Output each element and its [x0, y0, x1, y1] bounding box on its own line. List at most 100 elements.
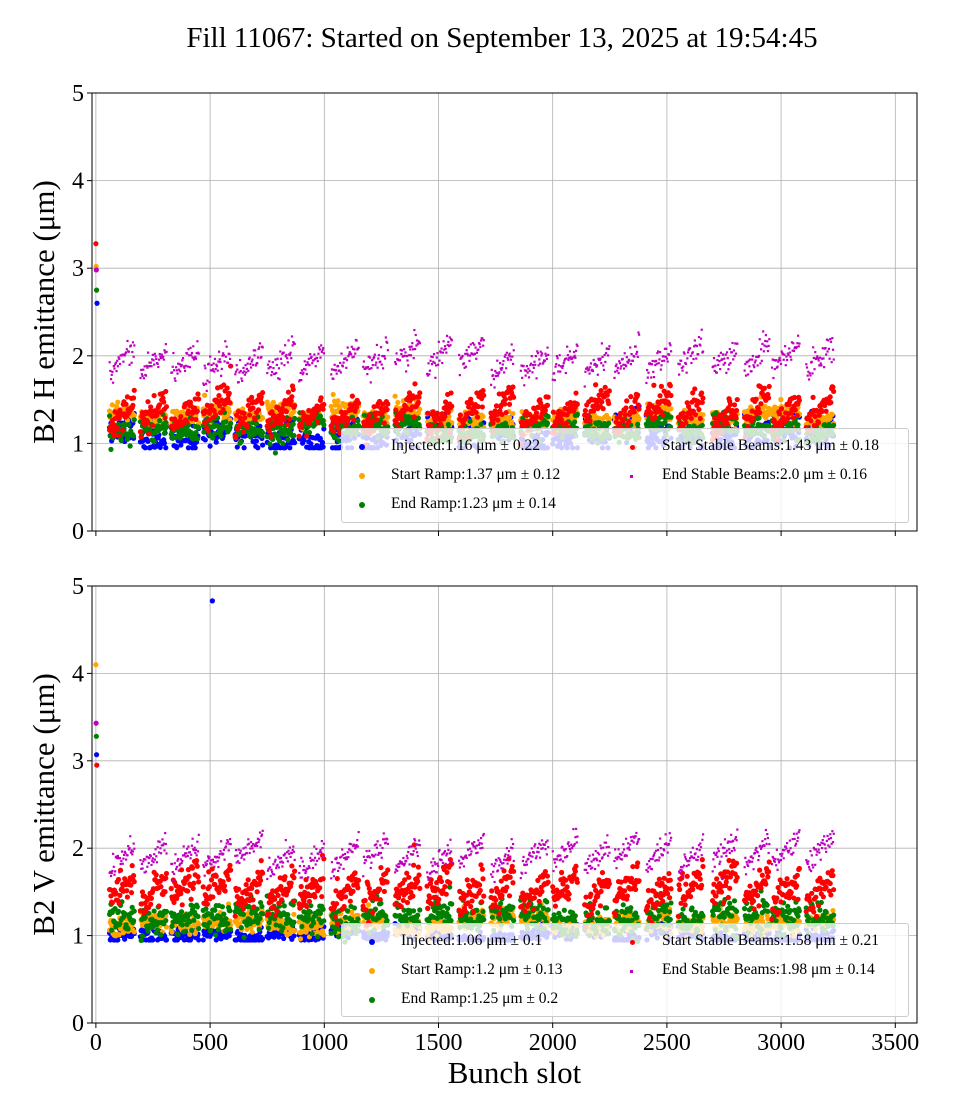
data-point	[719, 368, 722, 371]
data-point	[226, 390, 232, 396]
data-point	[635, 421, 641, 427]
outlier-point	[93, 267, 99, 273]
x-tick-label: 1500	[414, 1030, 462, 1056]
data-point	[427, 362, 430, 365]
data-point	[442, 340, 445, 343]
data-point	[490, 368, 493, 371]
data-point	[540, 354, 543, 357]
data-point	[366, 373, 369, 376]
data-point	[749, 358, 752, 361]
data-point	[719, 351, 722, 354]
data-point	[684, 362, 688, 365]
data-point	[604, 360, 607, 364]
data-point	[434, 410, 440, 416]
data-point	[334, 369, 338, 372]
data-point	[131, 412, 137, 418]
data-point	[635, 352, 638, 355]
y-axis-label: B2 H emittance (μm)	[26, 180, 61, 444]
data-point	[566, 354, 569, 357]
data-point	[615, 363, 618, 366]
data-point	[697, 415, 703, 422]
data-point	[331, 429, 337, 435]
data-point	[214, 367, 217, 371]
data-point	[628, 394, 634, 400]
data-point	[202, 383, 206, 387]
data-point	[652, 376, 656, 379]
data-point	[240, 406, 246, 412]
data-point	[307, 357, 310, 360]
data-point	[350, 345, 353, 348]
data-point	[821, 347, 824, 350]
data-point	[816, 355, 819, 358]
data-point	[766, 383, 772, 390]
data-point	[751, 354, 754, 358]
data-point	[108, 361, 111, 364]
data-point	[819, 362, 822, 365]
data-point	[253, 354, 256, 357]
data-point	[744, 374, 748, 377]
data-point	[368, 356, 372, 359]
data-point	[190, 354, 193, 357]
data-point	[830, 361, 833, 364]
data-point	[204, 382, 208, 385]
data-point	[417, 390, 423, 396]
data-point	[309, 353, 312, 356]
data-point	[538, 362, 542, 365]
data-point	[623, 405, 629, 411]
data-point	[604, 352, 608, 355]
data-point	[433, 361, 436, 365]
data-point	[668, 406, 674, 412]
data-point	[208, 381, 211, 384]
data-point	[162, 355, 165, 358]
data-point	[410, 345, 413, 348]
y-tick-label: 5	[72, 81, 84, 107]
data-point	[414, 333, 417, 337]
data-point	[304, 368, 307, 371]
data-point	[244, 364, 247, 367]
data-point	[510, 343, 513, 346]
data-point	[700, 395, 706, 401]
data-point	[220, 406, 226, 413]
data-point	[466, 354, 470, 357]
data-point	[692, 357, 695, 361]
data-point	[226, 427, 232, 433]
data-point	[140, 368, 143, 371]
data-point	[572, 419, 578, 425]
data-point	[728, 348, 731, 351]
data-point	[245, 429, 251, 435]
data-point	[723, 357, 726, 360]
data-point	[261, 346, 264, 349]
data-point	[568, 350, 572, 353]
data-point	[212, 430, 218, 437]
data-point	[607, 347, 610, 351]
data-point	[490, 383, 493, 386]
data-point	[509, 355, 512, 358]
data-point	[434, 376, 437, 379]
data-point	[131, 350, 134, 354]
data-point	[270, 399, 276, 405]
data-point	[400, 349, 404, 352]
data-point	[540, 352, 544, 355]
data-point	[241, 379, 244, 383]
data-point	[398, 359, 402, 362]
data-point	[192, 445, 198, 451]
x-tick-label: 2500	[643, 1030, 691, 1056]
data-point	[636, 406, 642, 412]
data-point	[447, 340, 450, 343]
data-point	[213, 439, 219, 445]
data-point	[266, 363, 270, 366]
data-point	[339, 371, 342, 374]
data-point	[126, 422, 132, 428]
data-point	[511, 362, 515, 365]
data-point	[652, 414, 658, 420]
data-point	[243, 370, 246, 373]
data-point	[118, 362, 122, 366]
data-point	[827, 394, 833, 400]
data-point	[319, 356, 322, 359]
data-point	[226, 409, 232, 415]
data-point	[227, 400, 233, 406]
data-point	[543, 359, 546, 363]
data-point	[693, 339, 696, 342]
data-point	[204, 367, 207, 370]
data-point	[241, 445, 247, 451]
